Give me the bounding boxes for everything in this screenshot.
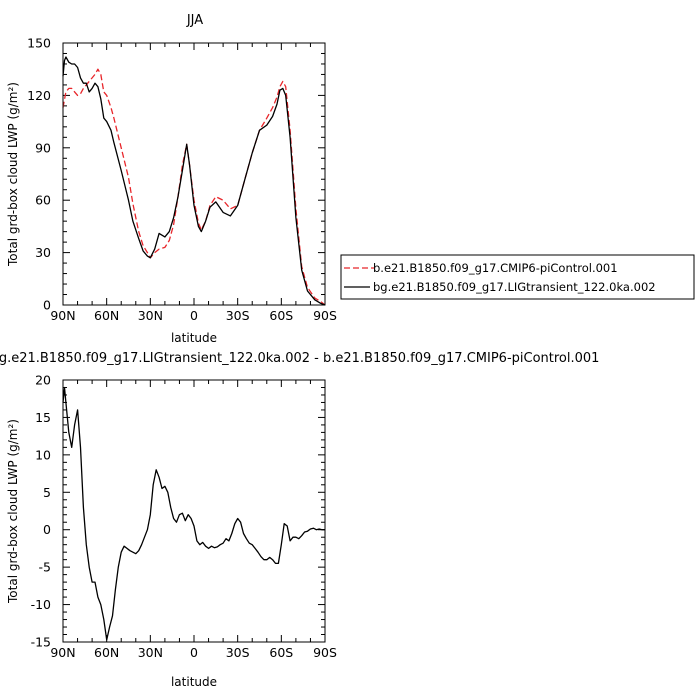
- panel1-x-tick-label: 90N: [50, 645, 75, 660]
- panel1-y-tick-label: -15: [31, 635, 51, 650]
- panel1-x-tick-label: 30S: [226, 645, 250, 660]
- bottom-panel-y-axis-title: Total grd-box cloud LWP (g/m²): [6, 419, 20, 604]
- panel1-x-tick-label: 60S: [269, 645, 293, 660]
- top-panel-y-axis-title: Total grd-box cloud LWP (g/m²): [6, 82, 20, 267]
- panel0-y-tick-label: 150: [27, 36, 51, 51]
- bottom-panel: bg.e21.B1850.f09_g17.LIGtransient_122.0k…: [0, 351, 599, 689]
- bottom-panel-title: bg.e21.B1850.f09_g17.LIGtransient_122.0k…: [0, 351, 599, 366]
- panel0-y-tick-label: 90: [35, 140, 51, 155]
- panel1-y-tick-label: -5: [39, 560, 51, 575]
- bottom-panel-frame: [62, 379, 326, 643]
- panel0-x-tick-label: 0: [190, 308, 198, 323]
- panel1-y-tick-label: 15: [35, 410, 51, 425]
- panel1-x-tick-label: 60N: [94, 645, 119, 660]
- panel0-x-tick-label: 60N: [94, 308, 119, 323]
- panel0-y-tick-label: 30: [35, 245, 51, 260]
- panel1-x-tick-label: 90S: [313, 645, 337, 660]
- panel1-x-tick-label: 30N: [138, 645, 163, 660]
- panel1-y-tick-label: 20: [35, 373, 51, 388]
- legend-label-control: b.e21.B1850.f09_g17.CMIP6-piControl.001: [373, 261, 618, 275]
- legend-box: [340, 254, 695, 300]
- panel0-series-line-1: [62, 56, 326, 306]
- panel1-series-line-0: [62, 386, 325, 641]
- panel0-y-tick-label: 60: [35, 193, 51, 208]
- panel0-x-tick-label: 90S: [313, 308, 337, 323]
- legend-label-lig: bg.e21.B1850.f09_g17.LIGtransient_122.0k…: [373, 280, 656, 294]
- panel0-x-tick-label: 30N: [138, 308, 163, 323]
- panel0-x-tick-label: 60S: [269, 308, 293, 323]
- bottom-panel-x-axis-title: latitude: [171, 675, 217, 689]
- top-panel: JJA 90N 60N 30N 0 30S 60S 90S 0 30 60 90 120 150 lat…: [6, 13, 695, 345]
- top-panel-frame: [62, 42, 326, 306]
- panel0-x-tick-label: 30S: [226, 308, 250, 323]
- top-panel-plot: 90N 60N 30N 0 30S 60S 90S 0 30 60 90 120 150: [27, 36, 337, 324]
- top-panel-title: JJA: [186, 13, 203, 28]
- bottom-panel-plot: 90N 60N 30N 0 30S 60S 90S -15 -10 -5 0 5 10 15 20: [31, 373, 337, 661]
- panel0-y-tick-label: 0: [43, 298, 51, 313]
- panel1-x-tick-label: 0: [190, 645, 198, 660]
- panel1-y-tick-label: 0: [43, 522, 51, 537]
- legend: b.e21.B1850.f09_g17.CMIP6-piControl.001 …: [340, 254, 695, 300]
- panel0-y-tick-label: 120: [27, 88, 51, 103]
- panel1-y-tick-label: -10: [31, 597, 51, 612]
- panel1-y-tick-label: 5: [43, 485, 51, 500]
- panel1-y-tick-label: 10: [35, 447, 51, 462]
- panel0-x-tick-label: 90N: [50, 308, 75, 323]
- top-panel-x-axis-title: latitude: [171, 331, 217, 345]
